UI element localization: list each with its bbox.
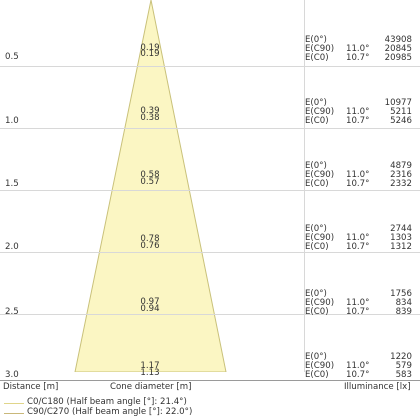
illuminance-e0-label: E(0°) (305, 224, 327, 234)
illuminance-ec90-label: E(C90) (305, 361, 335, 371)
illuminance-ec90-value: 579 (395, 361, 412, 371)
illuminance-ec0-angle: 10.7° (346, 179, 370, 189)
illuminance-ec0-label: E(C0) (305, 370, 329, 380)
illuminance-ec90-angle: 11.0° (346, 44, 370, 54)
cone-diameter-c0: 0.39 (140, 106, 160, 116)
illuminance-ec0-value: 2332 (390, 179, 412, 189)
row-divider (0, 66, 420, 67)
illuminance-e0-label: E(0°) (305, 98, 327, 108)
illuminance-e0-label: E(0°) (305, 161, 327, 171)
row-divider (0, 252, 420, 253)
legend-c0-swatch (4, 403, 24, 404)
cone-diameter-axis-label: Cone diameter [m] (110, 382, 192, 392)
cone-diagram (74, 0, 227, 372)
cone-diameter-c90: 0.38 (140, 113, 160, 123)
illuminance-ec0-label: E(C0) (305, 116, 329, 126)
legend-c0-label: C0/C180 (Half beam angle [°]: 21.4°) (27, 397, 187, 407)
distance-label: 1.5 (5, 179, 19, 189)
illuminance-e0-value: 2744 (390, 224, 412, 234)
vertical-divider (304, 0, 305, 372)
illuminance-ec0-value: 5246 (390, 116, 412, 126)
illuminance-e0-value: 4879 (390, 161, 412, 171)
illuminance-e0-label: E(0°) (305, 289, 327, 299)
light-cone (74, 0, 227, 372)
illuminance-e0-label: E(0°) (305, 352, 327, 362)
illuminance-ec90-label: E(C90) (305, 107, 335, 117)
illuminance-e0-label: E(0°) (305, 35, 327, 45)
distance-label: 3.0 (5, 370, 19, 380)
row-divider (0, 128, 420, 129)
distance-label: 1.0 (5, 116, 19, 126)
cone-diameter-c90: 0.94 (140, 304, 160, 314)
cone-diameter-c90: 0.19 (140, 49, 160, 59)
illuminance-ec90-angle: 11.0° (346, 361, 370, 371)
illuminance-ec90-value: 2316 (390, 170, 412, 180)
cone-diameter-c90: 1.13 (140, 368, 160, 378)
illuminance-ec90-label: E(C90) (305, 170, 335, 180)
illuminance-e0-value: 1220 (390, 352, 412, 362)
illuminance-ec0-value: 839 (395, 307, 412, 317)
legend-c90-swatch (4, 413, 24, 414)
illuminance-ec90-value: 5211 (390, 107, 412, 117)
illuminance-ec90-label: E(C90) (305, 44, 335, 54)
illuminance-ec0-label: E(C0) (305, 307, 329, 317)
cone-diameter-c0: 0.97 (140, 297, 160, 307)
cone-diameter-c90: 0.76 (140, 241, 160, 251)
illuminance-ec90-label: E(C90) (305, 298, 335, 308)
illuminance-ec0-value: 1312 (390, 242, 412, 252)
illuminance-ec0-label: E(C0) (305, 242, 329, 252)
distance-label: 2.5 (5, 307, 19, 317)
illuminance-ec0-angle: 10.7° (346, 53, 370, 63)
illuminance-ec0-value: 20985 (384, 53, 412, 63)
cone-diameter-c0: 0.19 (140, 43, 160, 53)
distance-label: 2.0 (5, 242, 19, 252)
cone-diameter-c0: 1.17 (140, 361, 160, 371)
illuminance-ec90-angle: 11.0° (346, 298, 370, 308)
cone-diameter-c0: 0.78 (140, 234, 160, 244)
footer-divider (0, 380, 420, 381)
cone-diameter-c0: 0.58 (140, 170, 160, 180)
illuminance-ec0-angle: 10.7° (346, 242, 370, 252)
row-divider (0, 190, 420, 191)
illuminance-e0-value: 43908 (384, 35, 412, 45)
cone-diameter-c90: 0.57 (140, 177, 160, 187)
distance-axis-label: Distance [m] (3, 382, 59, 392)
illuminance-ec0-angle: 10.7° (346, 307, 370, 317)
illuminance-ec90-value: 1303 (390, 233, 412, 243)
illuminance-ec90-label: E(C90) (305, 233, 335, 243)
distance-label: 0.5 (5, 52, 19, 62)
illuminance-ec90-value: 834 (395, 298, 412, 308)
illuminance-ec90-value: 20845 (384, 44, 412, 54)
legend-c90-label: C90/C270 (Half beam angle [°]: 22.0°) (27, 407, 193, 417)
illuminance-axis-label: Illuminance [lx] (344, 382, 411, 392)
illuminance-ec0-value: 583 (395, 370, 412, 380)
illuminance-e0-value: 10977 (384, 98, 412, 108)
row-divider (0, 314, 420, 315)
illuminance-ec0-label: E(C0) (305, 179, 329, 189)
illuminance-e0-value: 1756 (390, 289, 412, 299)
illuminance-ec90-angle: 11.0° (346, 107, 370, 117)
illuminance-ec90-angle: 11.0° (346, 170, 370, 180)
illuminance-ec0-angle: 10.7° (346, 370, 370, 380)
illuminance-ec0-angle: 10.7° (346, 116, 370, 126)
illuminance-ec0-label: E(C0) (305, 53, 329, 63)
illuminance-ec90-angle: 11.0° (346, 233, 370, 243)
